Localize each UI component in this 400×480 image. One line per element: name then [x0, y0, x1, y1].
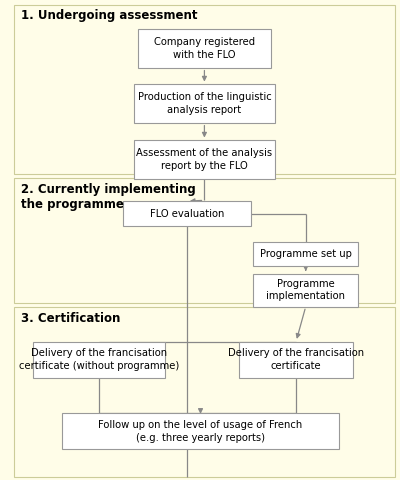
Text: Production of the linguistic
analysis report: Production of the linguistic analysis re…	[138, 92, 271, 115]
Text: Programme set up: Programme set up	[260, 249, 352, 259]
FancyBboxPatch shape	[134, 141, 274, 179]
FancyBboxPatch shape	[62, 413, 339, 449]
FancyBboxPatch shape	[240, 342, 352, 378]
FancyBboxPatch shape	[14, 178, 395, 303]
FancyBboxPatch shape	[122, 201, 251, 226]
FancyBboxPatch shape	[14, 307, 395, 477]
FancyBboxPatch shape	[138, 29, 271, 68]
Text: 3. Certification: 3. Certification	[21, 312, 120, 325]
FancyBboxPatch shape	[33, 342, 166, 378]
FancyBboxPatch shape	[253, 274, 358, 307]
FancyBboxPatch shape	[253, 242, 358, 266]
Text: Delivery of the francisation
certificate: Delivery of the francisation certificate	[228, 348, 364, 371]
Text: FLO evaluation: FLO evaluation	[150, 209, 224, 219]
Text: Follow up on the level of usage of French
(e.g. three yearly reports): Follow up on the level of usage of Frenc…	[98, 420, 303, 443]
Text: Delivery of the francisation
certificate (without programme): Delivery of the francisation certificate…	[19, 348, 179, 371]
FancyBboxPatch shape	[134, 84, 274, 123]
FancyBboxPatch shape	[14, 4, 395, 174]
Text: Programme
implementation: Programme implementation	[266, 279, 345, 301]
Text: 2. Currently implementing
the programme: 2. Currently implementing the programme	[21, 182, 196, 211]
Text: Assessment of the analysis
report by the FLO: Assessment of the analysis report by the…	[136, 148, 272, 171]
Text: 1. Undergoing assessment: 1. Undergoing assessment	[21, 9, 198, 22]
Text: Company registered
with the FLO: Company registered with the FLO	[154, 37, 255, 60]
